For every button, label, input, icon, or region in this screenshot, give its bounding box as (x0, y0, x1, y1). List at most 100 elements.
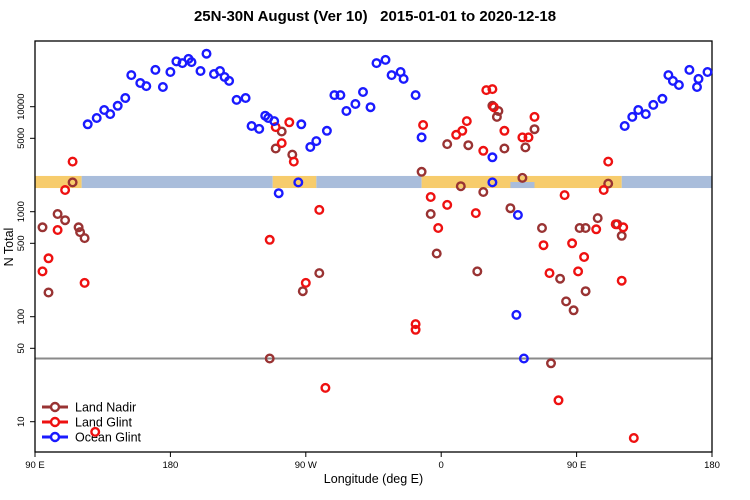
data-point (463, 140, 474, 151)
data-point (451, 129, 462, 140)
data-point (616, 275, 627, 286)
data-point (264, 353, 275, 364)
data-point (410, 90, 421, 101)
data-point (546, 358, 557, 369)
data-point (684, 64, 695, 75)
data-point (499, 125, 510, 136)
x-tick-label: 90 E (567, 460, 587, 471)
data-point (311, 136, 322, 147)
data-point (619, 120, 630, 131)
data-point (157, 81, 168, 92)
data-point (165, 66, 176, 77)
data-point (478, 186, 489, 197)
data-point (371, 58, 382, 69)
data-point (520, 142, 531, 153)
data-point (386, 70, 397, 81)
data-point (105, 109, 116, 120)
data-point (270, 122, 281, 133)
x-tick-label: 90 W (295, 460, 317, 471)
data-point (580, 222, 591, 233)
data-point (296, 119, 307, 130)
data-point (231, 94, 242, 105)
data-point (112, 100, 123, 111)
data-point (335, 90, 346, 101)
data-point (269, 116, 280, 127)
data-point (321, 125, 332, 136)
y-tick-label: 500 (16, 235, 27, 251)
data-point (305, 141, 316, 152)
data-point (293, 177, 304, 188)
data-point (43, 287, 54, 298)
data-point (499, 143, 510, 154)
y-tick-label: 10000 (16, 93, 27, 119)
data-point (416, 132, 427, 143)
legend-marker (49, 401, 61, 413)
data-point (579, 251, 590, 262)
data-point (297, 286, 308, 297)
data-point (186, 57, 197, 68)
data-point (478, 145, 489, 156)
data-point (603, 178, 614, 189)
data-point (91, 112, 102, 123)
data-point (561, 296, 572, 307)
highlight-band-segment (621, 175, 712, 189)
data-point (431, 248, 442, 259)
data-point (491, 111, 502, 122)
chart-title: 25N-30N August (Ver 10) 2015-01-01 to 20… (193, 8, 557, 25)
data-point (517, 132, 528, 143)
data-point (314, 204, 325, 215)
data-point (67, 156, 78, 167)
y-tick-label: 1000 (16, 201, 27, 222)
x-tick-label: 180 (162, 460, 178, 471)
data-point (425, 191, 436, 202)
data-point (264, 234, 275, 245)
data-point (553, 395, 564, 406)
data-point (273, 188, 284, 199)
data-point (657, 93, 668, 104)
x-tick-label: 0 (439, 460, 444, 471)
data-point (195, 65, 206, 76)
data-point (559, 190, 570, 201)
data-point (544, 268, 555, 279)
data-point (214, 65, 225, 76)
data-point (461, 116, 472, 127)
data-point (284, 117, 295, 128)
data-point (270, 143, 281, 154)
data-point (120, 92, 131, 103)
data-point (573, 266, 584, 277)
data-point (82, 119, 93, 130)
data-point (591, 224, 602, 235)
data-point (648, 99, 659, 110)
data-point (610, 219, 621, 230)
data-point (481, 85, 492, 96)
data-point (75, 227, 86, 238)
data-point (90, 426, 101, 437)
data-point (518, 353, 529, 364)
data-point (702, 66, 713, 77)
data-point (329, 90, 340, 101)
data-point (79, 233, 90, 244)
data-point (79, 277, 90, 288)
data-point (416, 166, 427, 177)
data-point (529, 111, 540, 122)
data-point (442, 199, 453, 210)
y-tick-label: 5000 (16, 128, 27, 149)
data-point (60, 184, 71, 195)
plot-border (34, 40, 713, 453)
data-point (511, 309, 522, 320)
data-point (150, 64, 161, 75)
data-point (568, 305, 579, 316)
data-point (487, 177, 498, 188)
data-point (126, 70, 137, 81)
data-point (640, 109, 651, 120)
data-point (628, 433, 639, 444)
data-point (314, 268, 325, 279)
data-point (488, 102, 499, 113)
data-point (433, 222, 444, 233)
data-point (523, 132, 534, 143)
data-point (574, 222, 585, 233)
data-point (616, 230, 627, 241)
data-point (633, 104, 644, 115)
y-tick-label: 10 (16, 416, 27, 427)
